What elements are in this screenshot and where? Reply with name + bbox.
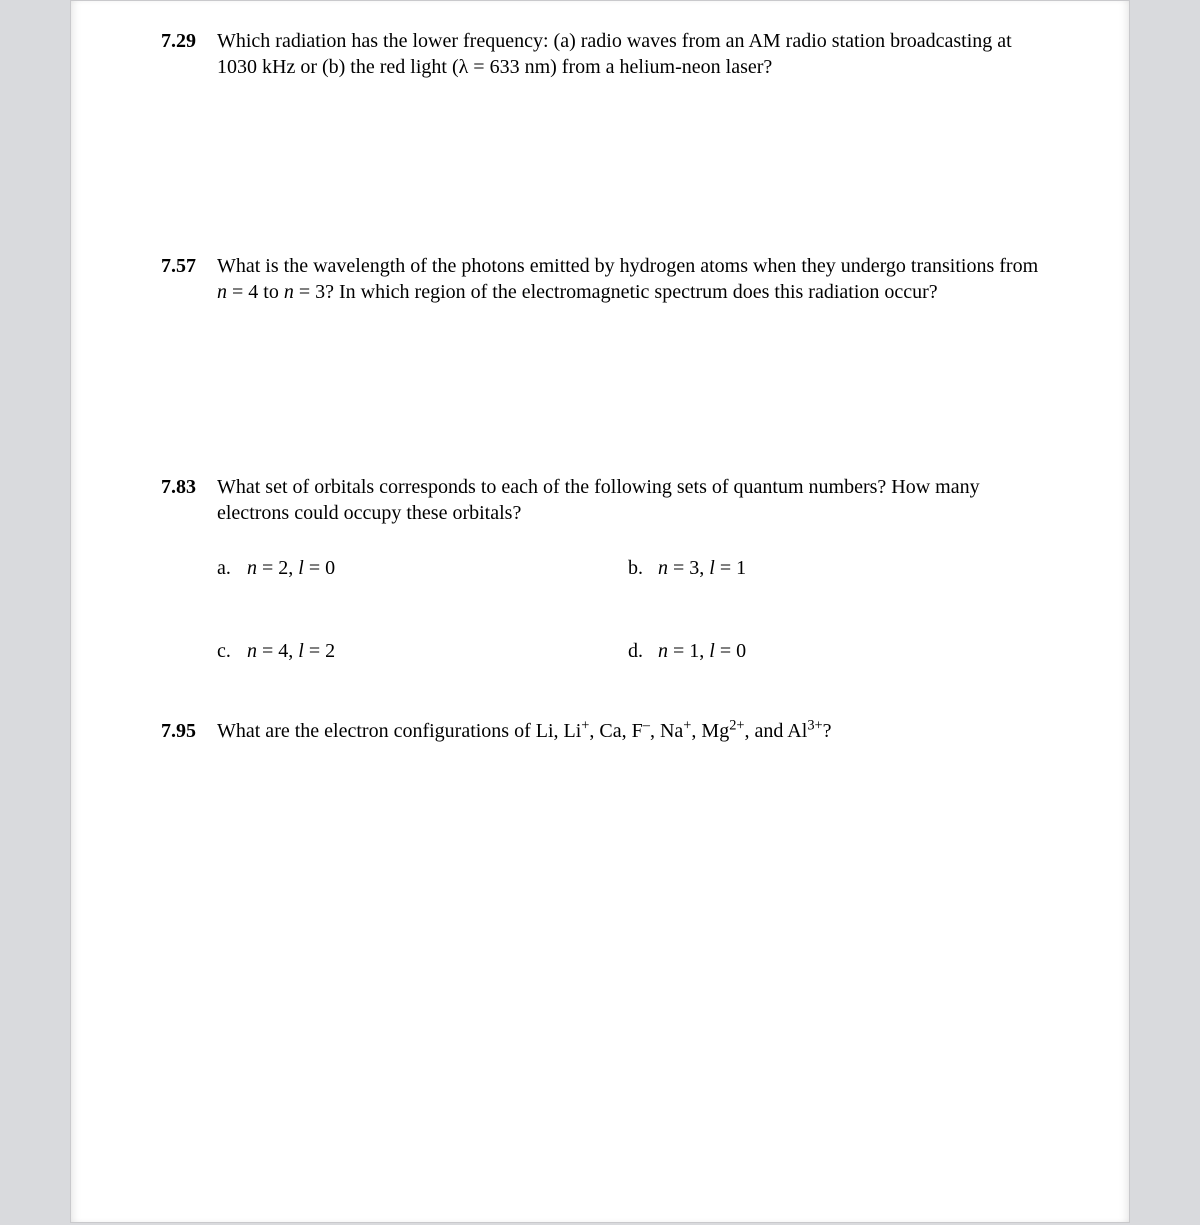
- text-fragment: = 4: [227, 281, 258, 303]
- superscript: 2+: [729, 717, 744, 733]
- text-fragment: , Na: [650, 720, 683, 742]
- var-n: n: [658, 557, 668, 579]
- option-value: n = 4, l = 2: [247, 640, 335, 663]
- option-b: b. n = 3, l = 1: [628, 557, 1039, 580]
- option-letter: d.: [628, 640, 658, 663]
- text-fragment: = 3,: [668, 557, 709, 579]
- superscript: 3+: [807, 717, 822, 733]
- text-fragment: = 2,: [257, 557, 298, 579]
- problem-7-83-options: a. n = 2, l = 0 b. n = 3, l = 1 c. n = 4…: [161, 557, 1039, 663]
- text-fragment: = 0: [304, 557, 335, 579]
- problem-7-57: 7.57 What is the wavelength of the photo…: [161, 254, 1039, 305]
- var-n: n: [658, 640, 668, 662]
- option-letter: c.: [217, 640, 247, 663]
- page: 7.29 Which radiation has the lower frequ…: [70, 0, 1130, 1223]
- option-a: a. n = 2, l = 0: [217, 557, 628, 580]
- option-c: c. n = 4, l = 2: [217, 640, 628, 663]
- text-fragment: = 2: [304, 640, 335, 662]
- problem-text: What is the wavelength of the photons em…: [217, 254, 1039, 305]
- problem-number: 7.95: [161, 719, 217, 745]
- text-fragment: , Ca, F: [589, 720, 642, 742]
- var-n: n: [247, 640, 257, 662]
- problem-7-83: 7.83 What set of orbitals corresponds to…: [161, 475, 1039, 526]
- option-letter: b.: [628, 557, 658, 580]
- var-n: n: [284, 281, 294, 303]
- text-fragment: In which region of the electromagnetic s…: [334, 281, 938, 303]
- option-d: d. n = 1, l = 0: [628, 640, 1039, 663]
- option-row: c. n = 4, l = 2 d. n = 1, l = 0: [217, 640, 1039, 663]
- text-fragment: ?: [823, 720, 832, 742]
- superscript: –: [643, 717, 650, 733]
- text-fragment: , and Al: [745, 720, 808, 742]
- spacer: [161, 305, 1039, 475]
- problem-text: Which radiation has the lower frequency:…: [217, 29, 1039, 80]
- problem-7-95: 7.95 What are the electron configuration…: [161, 719, 1039, 745]
- text-fragment: What are the electron configurations of …: [217, 720, 581, 742]
- problem-number: 7.57: [161, 254, 217, 280]
- text-fragment: = 1: [715, 557, 746, 579]
- problem-text: What set of orbitals corresponds to each…: [217, 475, 1039, 526]
- problem-7-29: 7.29 Which radiation has the lower frequ…: [161, 29, 1039, 80]
- spacer: [161, 80, 1039, 254]
- text-fragment: = 3?: [294, 281, 334, 303]
- text-fragment: What is the wavelength of the photons em…: [217, 255, 1038, 277]
- spacer: [161, 663, 1039, 719]
- text-fragment: , Mg: [691, 720, 729, 742]
- problem-number: 7.83: [161, 475, 217, 501]
- text-fragment: = 4,: [257, 640, 298, 662]
- option-row: a. n = 2, l = 0 b. n = 3, l = 1: [217, 557, 1039, 580]
- option-letter: a.: [217, 557, 247, 580]
- var-n: n: [247, 557, 257, 579]
- var-n: n: [217, 281, 227, 303]
- text-fragment: = 0: [715, 640, 746, 662]
- problem-text: What are the electron configurations of …: [217, 719, 1039, 745]
- option-value: n = 3, l = 1: [658, 557, 746, 580]
- problem-number: 7.29: [161, 29, 217, 55]
- option-value: n = 1, l = 0: [658, 640, 746, 663]
- text-fragment: = 1,: [668, 640, 709, 662]
- text-fragment: to: [258, 281, 284, 303]
- option-value: n = 2, l = 0: [247, 557, 335, 580]
